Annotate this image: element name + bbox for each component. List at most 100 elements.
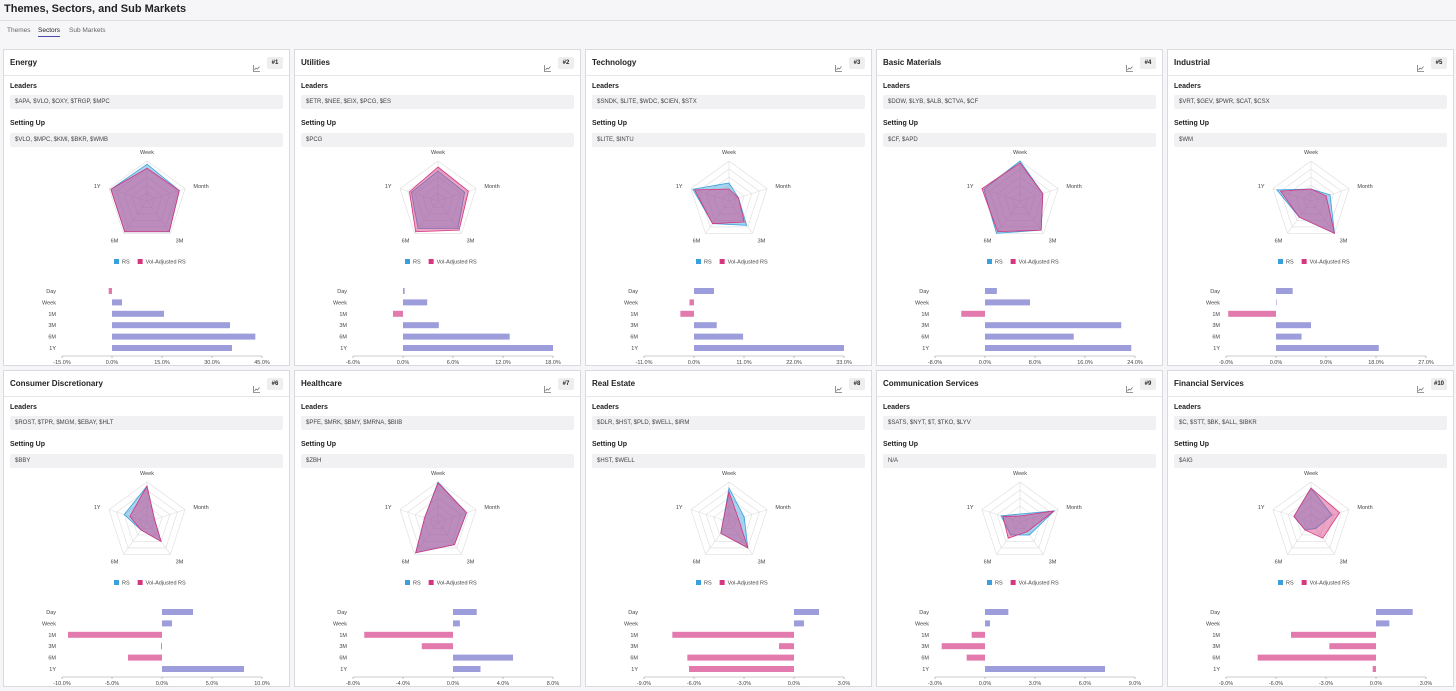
radar-axis-label: 6M — [1275, 238, 1283, 244]
card-title: Real Estate — [592, 379, 636, 388]
bar-category-label: Day — [919, 289, 929, 295]
bar — [403, 345, 553, 351]
radar-axis-label: 6M — [111, 559, 119, 565]
bar — [985, 322, 1122, 329]
x-tick-label: 5.0% — [206, 681, 219, 686]
legend-swatch — [696, 259, 701, 264]
chart-icon-button[interactable] — [835, 59, 842, 77]
radar-spoke — [414, 521, 439, 555]
x-tick-label: 9.0% — [1320, 360, 1333, 365]
x-tick-label: 0.0% — [979, 360, 992, 365]
card-title: Energy — [10, 58, 38, 67]
legend-label: Vol-Adjusted RS — [146, 581, 186, 587]
legend-label: RS — [122, 581, 130, 587]
legend-swatch — [1301, 580, 1307, 585]
legend-label: RS — [122, 260, 130, 266]
bar-category-label: 1Y — [631, 667, 638, 673]
legend-swatch — [428, 259, 434, 264]
radar-spoke — [146, 509, 186, 523]
tab[interactable]: Sectors — [38, 27, 61, 37]
x-tick-label: -6.0% — [1269, 681, 1283, 686]
bar-category-label: Day — [628, 610, 638, 616]
card-title: Basic Materials — [883, 58, 942, 67]
legend-label: Vol-Adjusted RS — [146, 260, 186, 266]
bar-category-label: Week — [42, 300, 56, 306]
tab[interactable]: Sub Markets — [69, 27, 106, 34]
radar-spoke — [728, 200, 753, 234]
x-tick-label: 3.0% — [1029, 681, 1042, 686]
setup-label: Setting Up — [592, 441, 627, 448]
legend-label: RS — [995, 260, 1003, 266]
card-divider — [4, 396, 289, 397]
x-tick-label: 10.0% — [254, 681, 270, 686]
chart-icon-button[interactable] — [253, 59, 260, 77]
leaders-list: $SATS, $NYT, $T, $TKO, $LYV — [883, 416, 1156, 430]
card-charts: Week Month 3M 6M 1Y RS Vol-Adjusted RS Day Week 1… — [624, 471, 851, 686]
card-charts: Week Month 3M 6M 1Y RS Vol-Adjusted RS Day Week 1… — [1206, 471, 1432, 686]
legend-swatch — [405, 580, 410, 585]
radar-spoke — [728, 521, 753, 555]
radar-grid — [116, 489, 178, 549]
radar-grid — [139, 192, 155, 208]
chart-icon-button[interactable] — [1417, 380, 1424, 398]
radar-spoke — [437, 188, 477, 202]
bar-category-label: 1M — [48, 633, 56, 639]
card-charts: Week Month 3M 6M 1Y RS Vol-Adjusted RS Day Week 1… — [42, 471, 270, 686]
chart-icon-button[interactable] — [1126, 380, 1133, 398]
radar-grid — [414, 176, 462, 221]
radar-grid — [1272, 160, 1350, 234]
sector-card: Consumer Discretionary #6 Leaders $ROST, $T… — [3, 370, 290, 687]
radar-axis-label: Week — [1013, 150, 1027, 156]
radar-spoke — [728, 509, 768, 523]
bar-category-label: 3M — [48, 644, 56, 650]
bar — [779, 643, 794, 650]
x-tick-label: -4.0% — [396, 681, 410, 686]
bar — [694, 333, 744, 340]
bar-category-label: 6M — [1212, 335, 1220, 341]
radar-grid — [981, 481, 1059, 555]
radar-grid — [996, 176, 1044, 221]
x-tick-label: -8.0% — [928, 360, 942, 365]
bar-category-label: Week — [1206, 621, 1220, 627]
radar-axis-label: Week — [722, 471, 736, 477]
leaders-label: Leaders — [301, 404, 328, 411]
bar — [128, 654, 162, 661]
radar-axis-label: Week — [1304, 471, 1318, 477]
radar-axis-label: 1Y — [676, 505, 683, 511]
bar — [162, 620, 172, 627]
chart-icon-button[interactable] — [544, 59, 551, 77]
radar-axis-label: 6M — [693, 559, 701, 565]
chart-icon-button[interactable] — [1417, 59, 1424, 77]
card-divider — [295, 75, 580, 76]
sector-card: Industrial #5 Leaders $VRT, $GEV, $PWR, $CA… — [1167, 49, 1454, 366]
radar-axis-label: Month — [775, 505, 790, 511]
radar-spoke — [399, 509, 439, 523]
radar-grid — [399, 481, 477, 555]
sector-card: Communication Services #9 Leaders $SATS, $N… — [876, 370, 1163, 687]
chart-icon-button[interactable] — [1126, 59, 1133, 77]
x-tick-label: 0.0% — [979, 681, 992, 686]
chart-icon-button[interactable] — [835, 380, 842, 398]
page-title: Themes, Sectors, and Sub Markets — [4, 3, 187, 15]
x-tick-label: 24.0% — [1127, 360, 1143, 365]
bar — [403, 288, 405, 294]
legend-label: Vol-Adjusted RS — [437, 260, 477, 266]
chart-icon-button[interactable] — [544, 380, 551, 398]
x-tick-label: 18.0% — [1368, 360, 1384, 365]
bar-category-label: Week — [624, 621, 638, 627]
radar-grid — [1287, 497, 1335, 542]
bar — [985, 333, 1074, 340]
card-divider — [295, 396, 580, 397]
card-charts: Week Month 3M 6M 1Y RS Vol-Adjusted RS Day Week 1… — [915, 150, 1143, 365]
tab[interactable]: Themes — [7, 27, 31, 34]
bar — [161, 643, 162, 650]
card-charts: Week Month 3M 6M 1Y RS Vol-Adjusted RS Day Week 1… — [333, 471, 559, 686]
bar — [1291, 631, 1376, 638]
bar — [1257, 654, 1376, 661]
setup-list: $ZBH — [301, 454, 574, 468]
radar-grid — [1004, 184, 1036, 215]
x-tick-label: 3.0% — [838, 681, 851, 686]
chart-icon-button[interactable] — [253, 380, 260, 398]
card-divider — [1168, 75, 1453, 76]
